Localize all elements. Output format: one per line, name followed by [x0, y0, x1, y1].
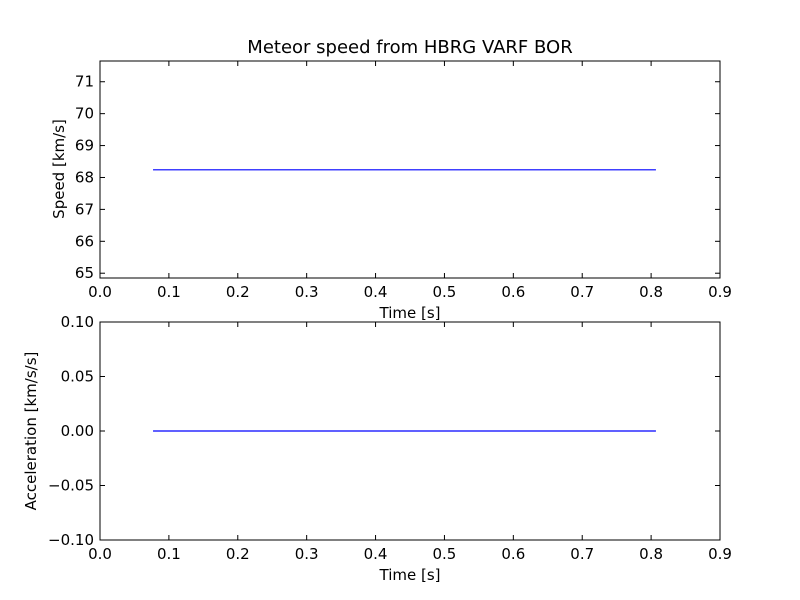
acceleration-x-tick-label: 0.8	[639, 545, 663, 563]
acceleration-x-tick-label: 0.1	[157, 545, 181, 563]
acceleration-x-tick-label: 0.0	[88, 545, 112, 563]
speed-x-tick-label: 0.3	[295, 283, 319, 301]
speed-chart-xlabel: Time [s]	[379, 304, 441, 322]
speed-x-tick-label: 0.6	[501, 283, 525, 301]
acceleration-chart-xlabel: Time [s]	[379, 566, 441, 584]
acceleration-y-tick-label: 0.05	[61, 368, 94, 386]
acceleration-y-tick-label: −0.05	[48, 477, 94, 495]
speed-x-tick-label: 0.2	[226, 283, 250, 301]
speed-chart-ylabel: Speed [km/s]	[50, 119, 68, 219]
acceleration-x-tick-label: 0.7	[570, 545, 594, 563]
acceleration-x-tick-label: 0.5	[433, 545, 457, 563]
speed-x-tick-label: 0.9	[708, 283, 732, 301]
speed-x-tick-label: 0.8	[639, 283, 663, 301]
speed-x-tick-label: 0.1	[157, 283, 181, 301]
acceleration-x-tick-label: 0.6	[501, 545, 525, 563]
speed-x-tick-label: 0.0	[88, 283, 112, 301]
acceleration-x-tick-label: 0.9	[708, 545, 732, 563]
speed-y-tick-label: 65	[75, 264, 94, 282]
acceleration-x-tick-label: 0.3	[295, 545, 319, 563]
acceleration-x-tick-label: 0.4	[364, 545, 388, 563]
speed-chart: 0.0 0.1 0.2 0.3 0.4 0.5 0.6 0.7 0.8 0.9 65 66 67 68 69…	[75, 60, 732, 301]
acceleration-chart-ylabel: Acceleration [km/s/s]	[22, 352, 40, 511]
speed-x-tick-label: 0.4	[364, 283, 388, 301]
acceleration-y-tick-label: 0.10	[61, 313, 94, 331]
speed-y-tick-label: 69	[75, 137, 94, 155]
acceleration-chart: 0.0 0.1 0.2 0.3 0.4 0.5 0.6 0.7 0.8 0.9 0.10 0.05 0.…	[48, 313, 732, 563]
speed-x-tick-label: 0.7	[570, 283, 594, 301]
speed-x-tick-label: 0.5	[433, 283, 457, 301]
speed-axes-frame	[99, 60, 721, 279]
acceleration-y-tick-label: −0.10	[48, 531, 94, 549]
speed-y-tick-label: 71	[75, 73, 94, 91]
speed-y-tick-label: 67	[75, 200, 94, 218]
speed-y-tick-label: 70	[75, 105, 94, 123]
acceleration-x-tick-label: 0.2	[226, 545, 250, 563]
speed-chart-title: Meteor speed from HBRG VARF BOR	[247, 37, 572, 58]
speed-y-tick-label: 68	[75, 168, 94, 186]
acceleration-y-tick-label: 0.00	[61, 422, 94, 440]
speed-y-tick-label: 66	[75, 232, 94, 250]
